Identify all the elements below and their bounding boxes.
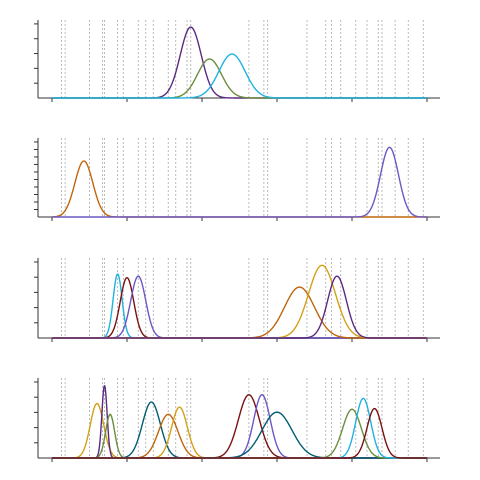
- series-1-3-line: [52, 53, 427, 99]
- panel-2: [34, 138, 440, 221]
- series-3-5-line: [52, 264, 427, 339]
- panel-3: [34, 258, 440, 342]
- series-3-6-line: [52, 275, 427, 339]
- series-3-1-line: [52, 273, 427, 339]
- series-1-1-line: [52, 26, 427, 99]
- series-4-12-line: [52, 407, 427, 459]
- panel-4: [34, 378, 440, 462]
- series-1-2-line: [52, 58, 427, 99]
- series-2-2-line: [52, 146, 428, 218]
- panel-1: [34, 20, 440, 102]
